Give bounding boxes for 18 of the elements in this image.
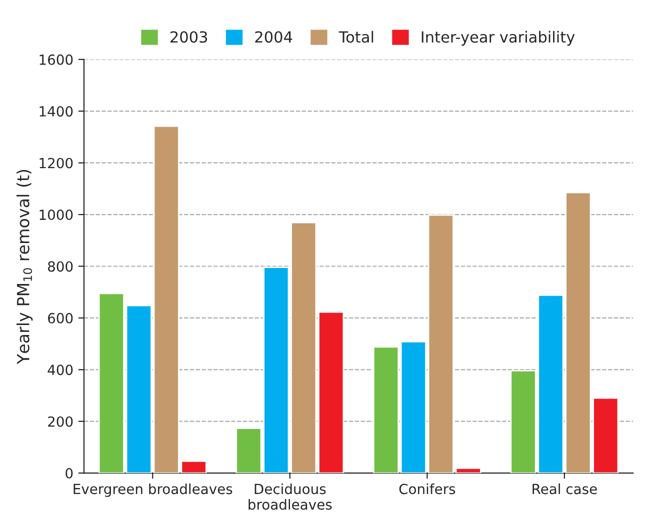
- x-tick-label: Deciduous broadleaves: [248, 483, 332, 510]
- y-tick-label: 600: [48, 312, 73, 324]
- x-tick-label: Conifers: [399, 483, 456, 494]
- x-tick-label: Evergreen broadleaves: [74, 483, 232, 497]
- y-tick-label: 1000: [40, 210, 73, 220]
- y-tick-label: 800: [48, 261, 73, 272]
- y-axis-title: Yearly PM$_{10}$ removal (t): [16, 170, 33, 364]
- legend-label: Total: [338, 30, 374, 43]
- y-tick-label: 1600: [40, 54, 73, 65]
- legend-label: Inter-year variability: [422, 30, 575, 46]
- legend-label: 2003: [170, 31, 208, 43]
- y-tick-label: 200: [48, 416, 73, 427]
- legend-label: 2004: [255, 31, 292, 43]
- y-tick-label: 400: [48, 364, 73, 376]
- y-tick-label: 1400: [40, 106, 73, 117]
- x-tick-label: Real case: [532, 483, 597, 494]
- y-tick-label: 0: [66, 468, 73, 479]
- y-tick-label: 1200: [40, 158, 73, 168]
